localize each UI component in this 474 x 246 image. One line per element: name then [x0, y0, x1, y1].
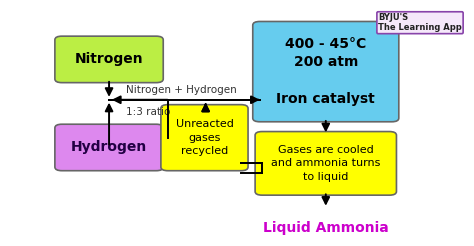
Text: BYJU'S
The Learning App: BYJU'S The Learning App	[378, 13, 462, 32]
Text: 1:3 ratio: 1:3 ratio	[126, 107, 170, 117]
FancyBboxPatch shape	[253, 21, 399, 122]
FancyBboxPatch shape	[255, 132, 396, 195]
FancyBboxPatch shape	[55, 36, 163, 83]
Text: Hydrogen: Hydrogen	[71, 140, 147, 154]
Text: Gases are cooled
and ammonia turns
to liquid: Gases are cooled and ammonia turns to li…	[271, 145, 381, 182]
Text: Nitrogen + Hydrogen: Nitrogen + Hydrogen	[126, 85, 237, 95]
Text: 400 - 45°C
200 atm

Iron catalyst: 400 - 45°C 200 atm Iron catalyst	[276, 37, 375, 106]
Text: Liquid Ammonia: Liquid Ammonia	[263, 221, 389, 235]
FancyBboxPatch shape	[55, 124, 163, 171]
Text: Nitrogen: Nitrogen	[75, 52, 143, 66]
Text: Unreacted
gases
recycled: Unreacted gases recycled	[175, 120, 233, 156]
FancyBboxPatch shape	[161, 105, 248, 171]
